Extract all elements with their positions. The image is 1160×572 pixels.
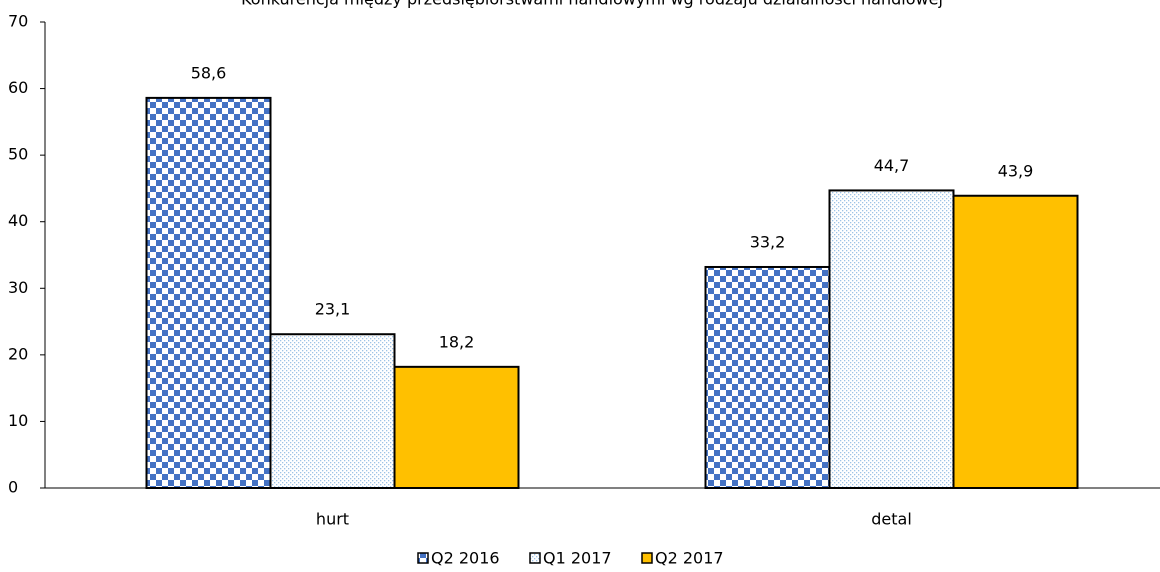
y-tick-label: 70: [8, 12, 28, 31]
chart-title: Konkurencja między przedsiębiorstwami ha…: [241, 0, 943, 9]
bar: [828, 189, 955, 489]
value-label: 44,7: [874, 156, 910, 175]
bar: [952, 194, 1079, 489]
x-tick-label: hurt: [316, 510, 349, 529]
value-label: 23,1: [315, 300, 351, 319]
y-tick-label: 40: [8, 211, 28, 230]
bar: [393, 365, 520, 489]
bar: [145, 96, 272, 490]
bar: [269, 333, 396, 489]
legend-label: Q1 2017: [543, 549, 612, 568]
value-label: 33,2: [750, 232, 786, 251]
bar: [704, 265, 831, 489]
y-tick-label: 30: [8, 278, 28, 297]
legend-swatch: [529, 552, 541, 564]
legend-swatch: [417, 552, 429, 564]
y-tick-label: 60: [8, 78, 28, 97]
legend-label: Q2 2017: [655, 549, 724, 568]
legend-label: Q2 2016: [431, 549, 500, 568]
y-tick-label: 0: [8, 478, 18, 497]
y-tick-label: 50: [8, 145, 28, 164]
value-label: 43,9: [998, 161, 1034, 180]
y-tick-label: 20: [8, 344, 28, 363]
value-label: 18,2: [439, 332, 475, 351]
value-label: 58,6: [191, 63, 227, 82]
y-tick-label: 10: [8, 411, 28, 430]
x-tick-label: detal: [871, 510, 912, 529]
legend-swatch: [641, 552, 653, 564]
